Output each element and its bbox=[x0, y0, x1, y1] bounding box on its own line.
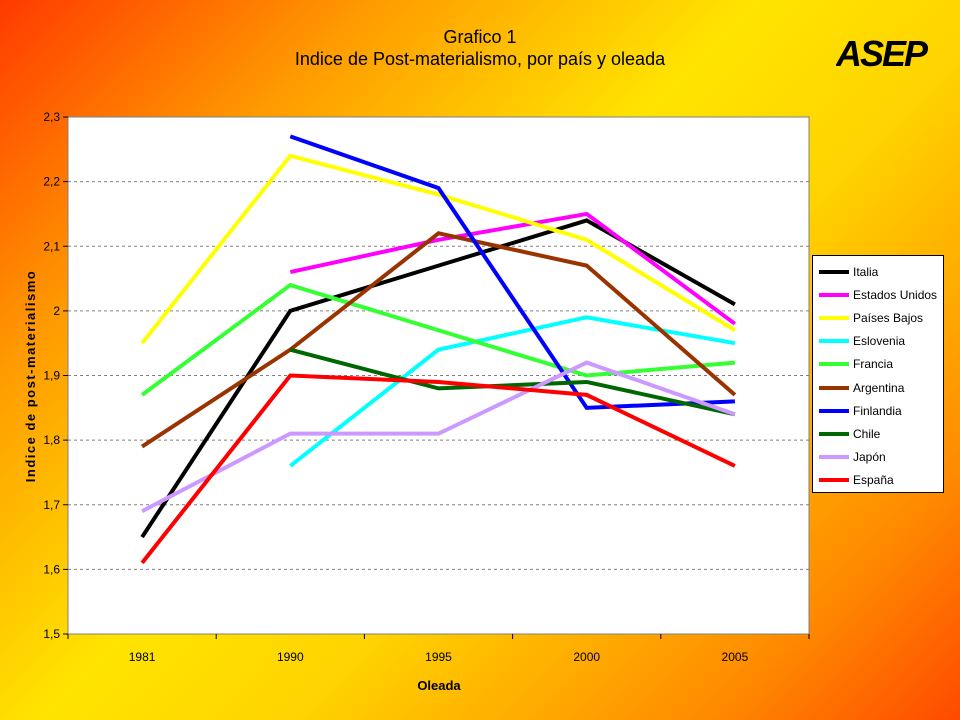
y-tick-label: 1,6 bbox=[43, 562, 60, 576]
legend-item-japon: Japón bbox=[819, 446, 943, 469]
series-line-finlandia bbox=[289, 134, 735, 410]
legend-swatch bbox=[819, 455, 849, 460]
legend-item-finlandia: Finlandia bbox=[819, 399, 943, 422]
legend-label: España bbox=[853, 473, 894, 488]
legend-swatch bbox=[819, 362, 849, 367]
legend: Italia Estados Unidos Países Bajos Esloveni… bbox=[812, 255, 944, 493]
legend-item-estados-unidos: Estados Unidos bbox=[819, 283, 943, 306]
legend-label: Chile bbox=[853, 426, 881, 441]
legend-swatch bbox=[819, 269, 849, 274]
legend-swatch bbox=[819, 431, 849, 436]
plot-area bbox=[67, 116, 810, 635]
y-axis-label: Indice de post-materialismo bbox=[23, 270, 38, 482]
legend-label: Italia bbox=[853, 264, 879, 279]
series-line-estados-unidos bbox=[289, 211, 737, 326]
series-line-espana bbox=[140, 373, 736, 565]
chart-title-line1: Grafico 1 bbox=[443, 27, 517, 47]
y-tick-label: 1,7 bbox=[43, 498, 60, 512]
legend-item-argentina: Argentina bbox=[819, 376, 943, 399]
legend-swatch bbox=[819, 339, 849, 344]
series-line-argentina bbox=[141, 231, 737, 449]
y-tick-label: 1,5 bbox=[43, 627, 60, 641]
x-tick-label: 1981 bbox=[129, 650, 156, 664]
x-tick-label: 1990 bbox=[277, 650, 304, 664]
y-tick-label: 2,3 bbox=[43, 110, 60, 124]
legend-item-espana: España bbox=[819, 469, 943, 492]
legend-swatch bbox=[819, 478, 849, 483]
x-tick-label: 1995 bbox=[425, 650, 452, 664]
logo-text: ASEP bbox=[836, 34, 928, 72]
legend-item-italia: Italia bbox=[819, 260, 943, 283]
legend-label: Finlandia bbox=[853, 403, 902, 418]
chart-title: Grafico 1 Indice de Post-materialismo, p… bbox=[0, 26, 960, 70]
asep-logo: ASEP bbox=[836, 34, 928, 72]
series-line-chile bbox=[289, 347, 736, 417]
x-axis-label: Oleada bbox=[417, 678, 461, 693]
y-tick-label: 2,2 bbox=[43, 175, 60, 189]
legend-label: Japón bbox=[853, 450, 886, 465]
series-line-paises-bajos bbox=[140, 153, 736, 345]
y-tick-label: 1,8 bbox=[43, 433, 60, 447]
legend-label: Eslovenia bbox=[853, 334, 906, 349]
y-tick-label: 2,1 bbox=[43, 239, 60, 253]
legend-item-francia: Francia bbox=[819, 353, 943, 376]
series-line-francia bbox=[140, 282, 736, 397]
legend-label: Estados Unidos bbox=[853, 287, 938, 302]
y-tick-label: 2 bbox=[53, 304, 60, 318]
legend-item-chile: Chile bbox=[819, 422, 943, 445]
legend-swatch bbox=[819, 315, 849, 320]
legend-label: Argentina bbox=[853, 380, 905, 395]
chart-title-line2: Indice de Post-materialismo, por país y … bbox=[294, 49, 666, 69]
legend-label: Francia bbox=[853, 357, 894, 372]
series-line-japon bbox=[141, 360, 736, 513]
legend-item-paises-bajos: Países Bajos bbox=[819, 306, 943, 329]
legend-swatch bbox=[819, 408, 849, 413]
legend-swatch bbox=[819, 385, 849, 390]
legend-label: Países Bajos bbox=[853, 310, 924, 325]
x-tick-label: 2005 bbox=[722, 650, 749, 664]
y-tick-label: 1,9 bbox=[43, 369, 60, 383]
legend-item-eslovenia: Eslovenia bbox=[819, 330, 943, 353]
x-tick-label: 2000 bbox=[573, 650, 600, 664]
legend-swatch bbox=[819, 292, 849, 297]
